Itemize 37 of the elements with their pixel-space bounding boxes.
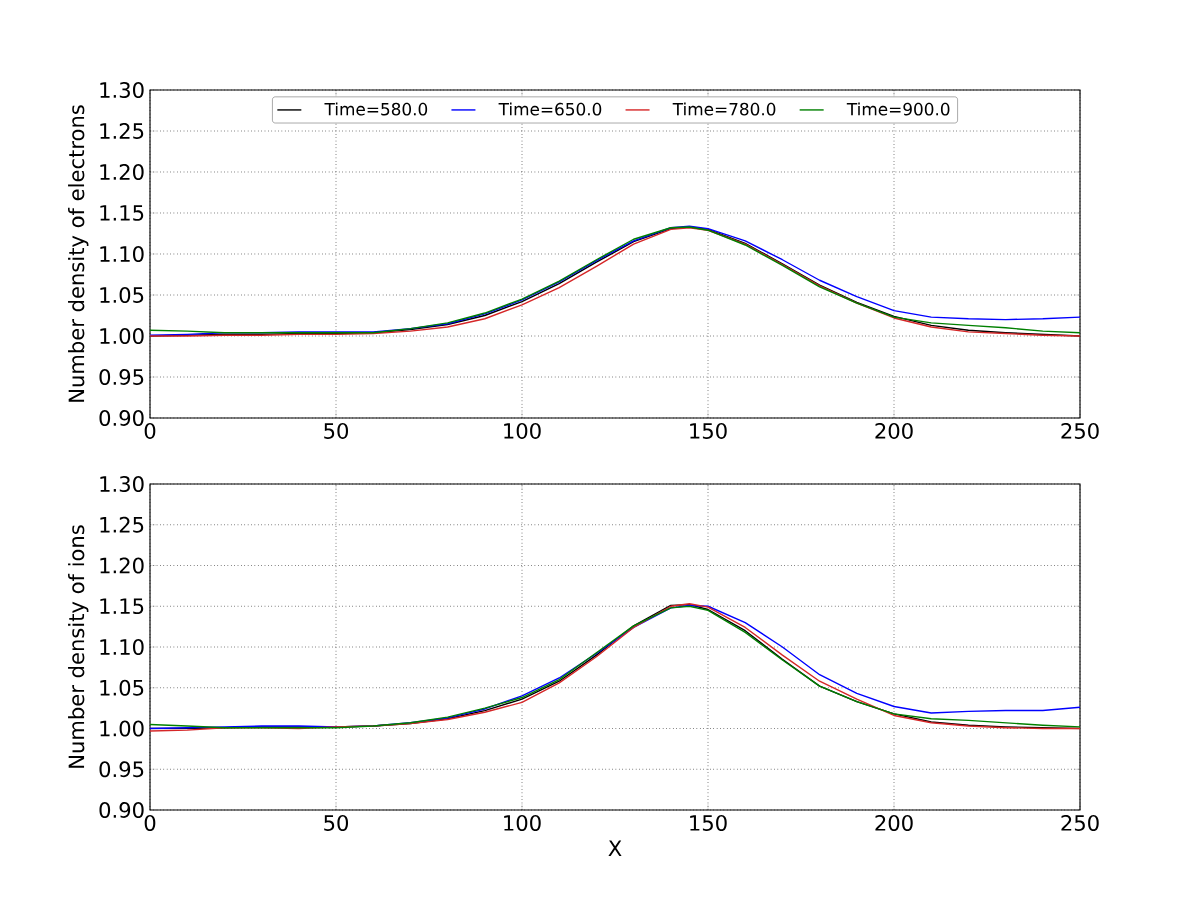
y-tick-label: 1.10	[100, 639, 144, 655]
legend-label: Time=580.0	[324, 102, 428, 116]
y-tick-label: 1.30	[100, 476, 144, 492]
x-tick-label: 0	[144, 422, 156, 439]
legend-label: Time=650.0	[498, 102, 602, 116]
x-tick-label: 50	[324, 422, 349, 439]
y-tick-label: 0.90	[99, 802, 144, 818]
y-tick-label: 0.95	[99, 369, 144, 385]
x-tick-label: 100	[504, 814, 541, 831]
y-tick-label: 1.25	[100, 123, 144, 139]
x-tick-label: 50	[324, 814, 349, 831]
y-tick-label: 0.90	[99, 410, 144, 426]
y-axis-title: Number density of electrons	[68, 105, 89, 402]
y-tick-label: 1.20	[100, 164, 144, 180]
y-tick-label: 1.05	[100, 679, 144, 696]
y-axis-title: Number density of ions	[68, 525, 89, 768]
y-tick-label: 1.00	[100, 720, 144, 737]
x-tick-label: 100	[504, 422, 541, 439]
y-tick-label: 1.15	[100, 205, 144, 221]
x-axis-title: X	[608, 840, 622, 856]
x-tick-label: 150	[690, 814, 727, 831]
y-tick-label: 1.00	[100, 328, 144, 344]
x-tick-label: 250	[1061, 814, 1099, 831]
x-tick-label: 200	[875, 422, 913, 439]
x-tick-label: 150	[690, 422, 727, 439]
y-tick-label: 0.95	[99, 761, 144, 778]
legend-label: Time=780.0	[672, 102, 776, 116]
x-tick-label: 0	[144, 814, 156, 831]
x-tick-label: 250	[1061, 422, 1099, 439]
y-tick-label: 1.10	[100, 246, 144, 262]
y-tick-label: 1.05	[100, 287, 144, 303]
legend-label: Time=900.0	[846, 102, 950, 116]
y-tick-label: 1.20	[100, 557, 144, 574]
y-tick-label: 1.30	[100, 82, 144, 98]
x-tick-label: 200	[875, 814, 913, 831]
y-tick-label: 1.25	[100, 516, 144, 533]
y-tick-label: 1.15	[100, 598, 144, 615]
